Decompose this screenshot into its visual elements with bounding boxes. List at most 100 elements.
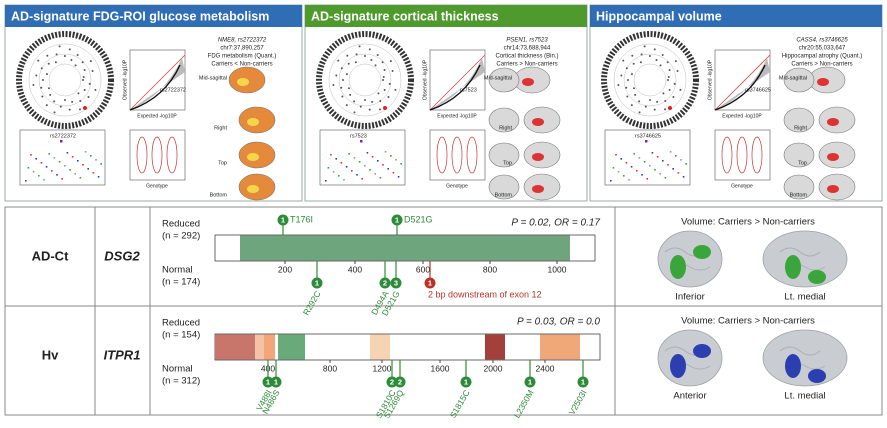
circular-plot-point [335,74,338,77]
reduced-label: Reduced [162,219,200,230]
regional-plot-point [387,168,389,170]
brain-effect [693,344,711,358]
normal-label: Normal [162,265,193,276]
regional-snp-label: rs7523 [350,133,367,139]
circular-plot-point [674,60,677,63]
circular-plot-point [378,108,381,111]
brain-view-label: Bottom [210,192,228,198]
brain-render [783,107,815,133]
variant-marker [424,277,436,289]
variant-marker [394,376,406,388]
circular-plot-point [49,93,52,96]
qq-x-label: Expected -log10P [722,113,762,119]
brain-render [783,142,815,168]
circular-plot-point [388,82,391,85]
brain-view-label: Lt. medial [784,391,825,402]
regional-plot-point [338,175,340,177]
circular-plot-point [379,100,382,103]
circular-plot-point [649,98,652,101]
regional-plot-point [654,169,656,171]
variant-count: 2 [390,377,394,386]
circular-plot-point [625,67,628,70]
regional-plot-point [325,180,327,182]
circular-plot-point [55,53,58,56]
regional-snp-label: rs3746625 [635,133,661,139]
regional-plot-point [379,177,382,179]
variant-count: 1 [528,377,532,386]
circular-plot-point [383,88,386,91]
regional-plot-point [353,157,356,159]
circular-plot-point [74,64,77,67]
stats: P = 0.03, OR = 0.0 [517,317,600,328]
circular-plot-point [377,92,380,95]
regional-plot-point [343,179,345,181]
circular-plot-point [340,86,343,89]
regional-plot-point [332,171,335,173]
variant-count: 1 [266,377,270,386]
regional-plot-point [620,158,622,160]
circular-plot-point [354,61,357,64]
circular-plot-outer [316,31,414,129]
circular-plot-point [35,74,38,77]
circular-plot-point [89,60,92,63]
circular-plot-point [622,59,625,62]
variant-count: 1 [428,278,432,287]
panel-direction: Carriers > Non-carriers [496,62,557,68]
regional-plot-point [675,155,677,157]
variant-label: T176I [290,214,313,224]
normal-n: (n = 312) [162,376,200,387]
regional-plot-point [56,174,58,176]
regional-plot-point [377,160,379,162]
circular-plot-point [662,92,665,95]
circular-plot-point [668,68,671,71]
variant-marker [577,376,589,388]
circular-plot-point [617,84,620,87]
regional-plot-point [348,153,350,155]
violin-x-label: Genotype [446,183,468,189]
regional-plot-point [358,161,361,163]
regional-plot-point [364,165,366,167]
stats: P = 0.02, OR = 0.17 [511,218,600,229]
circular-plot-point [332,84,335,87]
circular-plot-point [54,61,57,64]
brain-render [488,67,520,93]
brain-view-label: Top [798,160,807,166]
brain-highlight [827,153,839,161]
regional-plot-frame [319,129,406,186]
qq-plot-diagonal [714,54,771,111]
regional-plot-point [682,176,685,178]
brain-highlight [532,185,544,193]
regional-plot-point [64,165,66,167]
reduced-label: Reduced [162,318,200,329]
panel-title: Hippocampal volume [596,9,722,23]
protein-domain [370,334,390,360]
panel-phenotype: Cortical thickness (Bin.) [495,54,558,60]
protein-domain [255,334,264,360]
circular-plot-point [374,64,377,67]
brain-highlight [247,118,259,126]
regional-plot-point [51,170,53,172]
circular-plot-point [83,68,86,71]
circular-plot-point [45,73,48,76]
tick-label: 800 [323,363,337,373]
circular-plot-point [345,73,348,76]
variant-marker [270,376,282,388]
regional-plot-point [356,174,358,176]
circular-plot-point [76,54,79,57]
gene-label: ITPR1 [104,347,141,362]
regional-plot-point [646,178,648,180]
circular-plot-outer [16,31,114,129]
qq-snp-label: rs2722372 [160,87,186,93]
panel-location: chr14:73,688,944 [504,46,551,52]
regional-plot-point [390,155,392,157]
brain-render [488,142,520,168]
circular-plot-point [368,108,371,111]
qq-x-label: Expected -log10P [137,113,177,119]
panel-location: chr7:37,890,257 [220,46,264,52]
variant-marker [311,277,323,289]
brain-title: Volume: Carriers > Non-carriers [681,316,815,327]
brain-effect [670,255,686,279]
regional-plot-point [617,171,620,173]
circular-plot-point [632,87,635,90]
regional-plot-point [71,156,74,158]
